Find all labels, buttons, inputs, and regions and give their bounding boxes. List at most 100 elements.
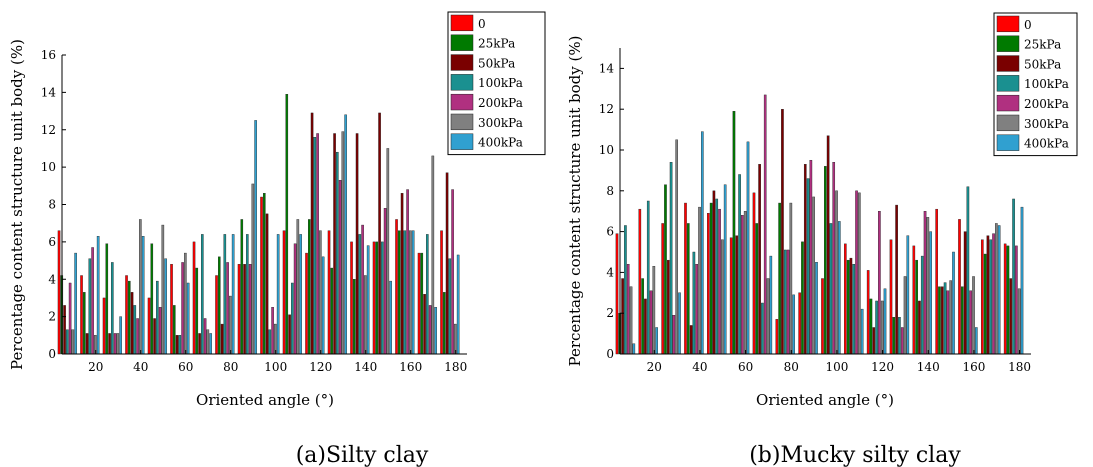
bar [434, 307, 437, 355]
bar [274, 323, 277, 355]
bar [299, 234, 302, 355]
legend-swatch [450, 113, 474, 131]
bar [375, 241, 379, 355]
bar [237, 264, 241, 355]
x-tick-label: 100 [825, 360, 848, 374]
y-tick-label: 2 [48, 310, 56, 324]
bar [958, 219, 961, 355]
bar [282, 230, 286, 355]
x-tick-label: 80 [784, 360, 799, 374]
x-tick-label: 20 [88, 360, 103, 374]
y-tick-label: 14 [599, 61, 615, 75]
bar [268, 329, 272, 355]
bar [895, 204, 898, 355]
bar [150, 243, 154, 355]
bar [712, 190, 716, 355]
bar [409, 230, 412, 355]
bar [929, 231, 932, 355]
bar [440, 230, 443, 355]
bar [178, 335, 182, 355]
x-tick-label: 20 [647, 360, 662, 374]
bar [66, 329, 69, 355]
bar [203, 318, 207, 355]
legend-entry: 300kPa [478, 116, 523, 130]
x-tick-label: 120 [871, 360, 894, 374]
bar [755, 223, 759, 355]
bar [701, 131, 704, 355]
bar [866, 270, 870, 355]
bar [305, 252, 308, 355]
bar [265, 213, 269, 355]
bar [192, 241, 196, 355]
x-tick-label: 60 [738, 360, 753, 374]
legend-swatch [450, 74, 474, 91]
bar [243, 264, 246, 355]
bar [417, 252, 421, 355]
bar [915, 259, 918, 355]
legend: 0 25kPa 50kPa 100kPa 200kPa 300kPa 400kPa [447, 11, 546, 156]
axes [619, 48, 1031, 355]
bar [878, 210, 881, 355]
bar [1003, 243, 1007, 355]
bar [672, 315, 676, 355]
bar [783, 249, 787, 355]
y-tick-label: 10 [599, 143, 614, 157]
caption: (a)Silty clay [296, 443, 429, 467]
bar [291, 282, 294, 355]
legend-swatch [996, 15, 1020, 33]
bar [644, 298, 647, 355]
bar [206, 329, 210, 355]
bar [111, 262, 114, 355]
bar [400, 193, 404, 355]
chart-mucky-silty-clay: 0 2 4 6 8 10 12 14 20 40 60 80 100 120 140 160 180 Orien… [566, 12, 1078, 467]
bar [102, 297, 106, 355]
y-tick-label: 10 [41, 160, 56, 174]
bar [995, 223, 998, 355]
bar [420, 252, 424, 355]
bar [832, 162, 836, 355]
bar [801, 241, 804, 355]
bar [260, 196, 263, 355]
legend-entry: 25kPa [478, 37, 515, 51]
bar [105, 243, 109, 355]
x-tick-label: 160 [399, 360, 422, 374]
legend-entry: 200kPa [1024, 97, 1069, 111]
y-tick-label: 12 [41, 123, 56, 137]
bar [629, 286, 633, 355]
bar [355, 133, 359, 355]
bar [758, 164, 761, 355]
bar [358, 234, 362, 355]
bar [336, 151, 339, 355]
tick-labels: 0 2 4 6 8 10 12 14 20 40 60 80 100 120 140 160 180 [599, 61, 1031, 374]
bar [992, 233, 995, 355]
legend-entry: 0 [1024, 18, 1032, 32]
bar [981, 239, 984, 355]
y-tick-label: 8 [606, 184, 614, 198]
legend-swatch [450, 93, 474, 111]
bar [195, 267, 199, 355]
bar [889, 239, 893, 355]
bar [209, 333, 212, 355]
bar [170, 264, 173, 355]
y-tick-label: 12 [599, 102, 614, 116]
x-tick-label: 120 [309, 360, 332, 374]
bar [912, 245, 916, 355]
y-tick-label: 4 [606, 265, 614, 279]
bar [883, 288, 887, 355]
bar [918, 300, 921, 355]
bar [806, 178, 810, 355]
axes [61, 54, 467, 355]
y-tick-label: 14 [41, 85, 57, 99]
bar [746, 141, 750, 355]
x-tick-label: 140 [917, 360, 940, 374]
bar [789, 202, 793, 355]
bar [364, 275, 367, 355]
bar [838, 221, 841, 355]
bar [689, 325, 693, 355]
bar [903, 276, 907, 355]
bar [875, 300, 878, 355]
bar [698, 206, 701, 355]
legend-swatch [450, 34, 474, 51]
legend-swatch [996, 55, 1020, 72]
bar [254, 120, 257, 355]
